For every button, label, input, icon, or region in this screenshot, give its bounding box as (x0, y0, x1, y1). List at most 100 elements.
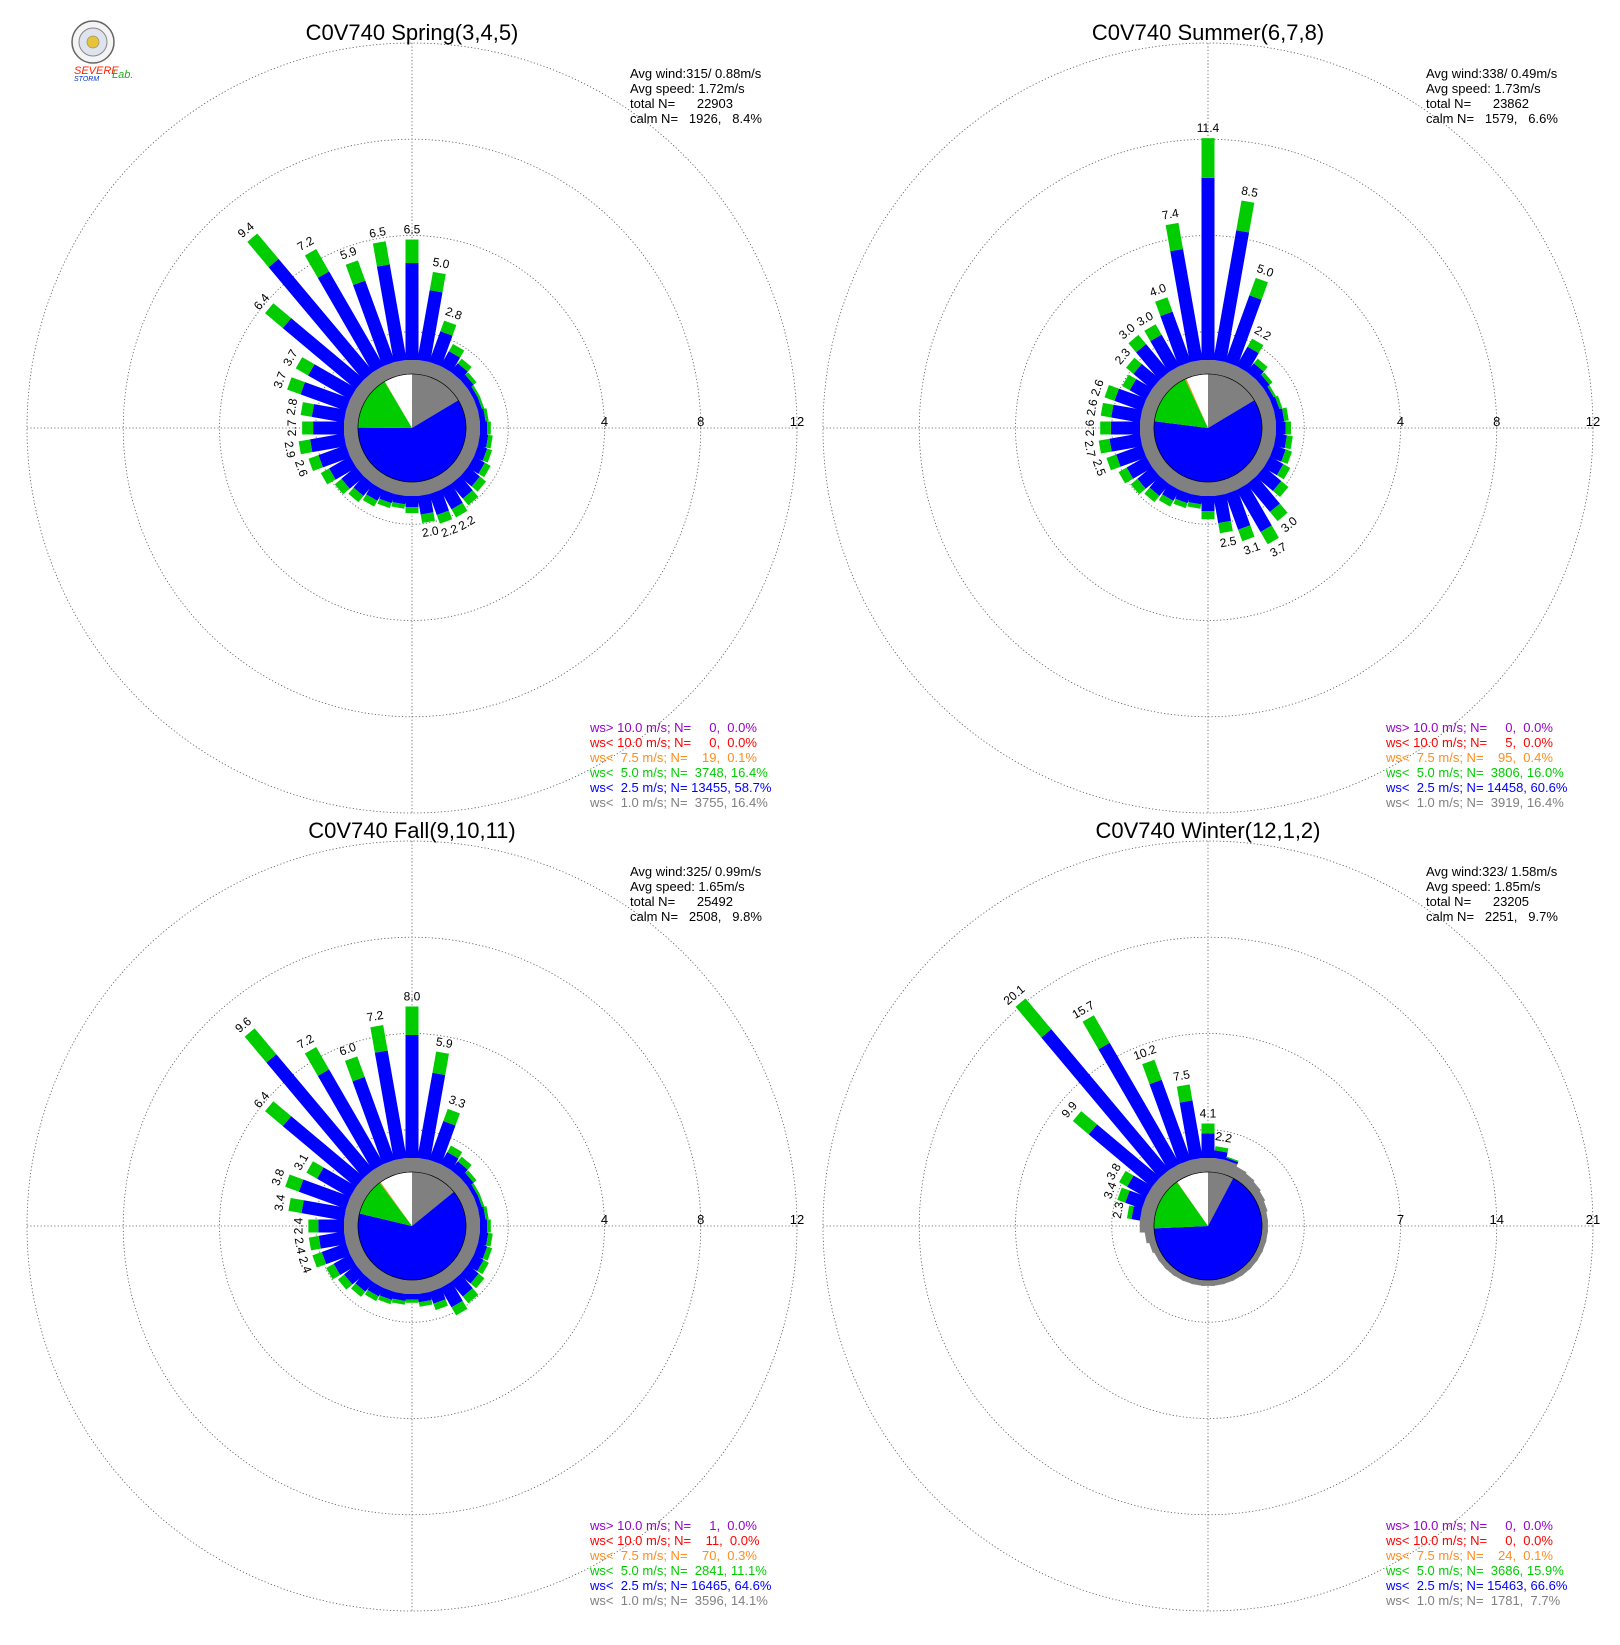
bar-value-label: 5.0 (1255, 261, 1276, 280)
bar-segment-gray (1190, 1158, 1205, 1174)
bar-segment-green (487, 422, 491, 435)
legend-entry: ws< 10.0 m/s; N= 0, 0.0% (1385, 1533, 1553, 1548)
bar-segment-green (406, 240, 419, 264)
legend-entry: ws< 10.0 m/s; N= 5, 0.0% (1385, 735, 1553, 750)
ring-label: 12 (790, 1212, 804, 1227)
bar-segment-blue (1202, 1133, 1215, 1158)
stats-line: total N= 22903 (630, 96, 733, 111)
stats-line: total N= 23862 (1426, 96, 1529, 111)
bar-segment-blue (406, 1035, 419, 1158)
bar-segment-gray (394, 1158, 409, 1174)
bar-value-label: 5.9 (338, 244, 359, 263)
bar-segment-green (346, 260, 366, 285)
stats-line: Avg speed: 1.85m/s (1426, 879, 1541, 894)
legend-entry: ws< 2.5 m/s; N= 13455, 58.7% (589, 780, 772, 795)
bar-segment-green (1236, 201, 1254, 233)
legend-entry: ws< 1.0 m/s; N= 1781, 7.7% (1385, 1593, 1561, 1608)
logo-text-lab: Lab. (112, 69, 133, 81)
bar-value-label: 3.8 (269, 1167, 288, 1188)
stats-line: Avg speed: 1.73m/s (1426, 81, 1541, 96)
bar-segment-blue (480, 422, 487, 435)
bar-value-label: 2.4 (292, 1236, 309, 1255)
bar-value-label: 4.0 (1148, 281, 1169, 300)
legend-entry: ws< 5.0 m/s; N= 3806, 16.0% (1385, 765, 1564, 780)
bar-value-label: 6.5 (368, 224, 387, 241)
bar-segment-blue (1202, 178, 1215, 360)
bar-segment-green (1166, 223, 1183, 251)
bar-segment-green (1142, 1060, 1161, 1084)
legend-entry: ws< 7.5 m/s; N= 19, 0.1% (589, 750, 757, 765)
legend-entry: ws< 1.0 m/s; N= 3596, 14.1% (589, 1593, 768, 1608)
bar-value-label: 8.0 (404, 990, 421, 1004)
bar-segment-blue (406, 263, 419, 360)
stats-line: Avg wind:315/ 0.88m/s (630, 66, 762, 81)
stats-line: calm N= 1579, 6.6% (1426, 111, 1558, 126)
legend-entry: ws< 7.5 m/s; N= 95, 0.4% (1385, 750, 1553, 765)
legend-entry: ws> 10.0 m/s; N= 0, 0.0% (589, 720, 757, 735)
bar-value-label: 2.2 (1214, 1129, 1233, 1146)
bar-segment-green (1177, 1084, 1193, 1102)
bar-segment-blue (318, 1220, 344, 1233)
stats-line: calm N= 2251, 9.7% (1426, 909, 1558, 924)
bar-segment-green (301, 402, 314, 417)
bar-segment-blue (1202, 496, 1215, 511)
bar-segment-gray (394, 360, 409, 376)
bar-segment-green (247, 233, 278, 267)
legend-entry: ws< 7.5 m/s; N= 24, 0.1% (1385, 1548, 1553, 1563)
ring-label: 4 (601, 414, 608, 429)
bar-segment-blue (1111, 422, 1140, 435)
bar-value-label: 8.5 (1240, 183, 1259, 200)
ring-label: 8 (697, 1212, 704, 1227)
bar-value-label: 2.9 (282, 440, 299, 459)
bar-value-label: 2.8 (284, 397, 301, 416)
bar-segment-green (1202, 1124, 1215, 1134)
bar-segment-green (432, 1051, 449, 1074)
bar-value-label: 2.4 (291, 1217, 305, 1234)
legend-entry: ws< 2.5 m/s; N= 16465, 64.6% (589, 1578, 772, 1593)
bar-value-label: 2.7 (285, 419, 299, 436)
bar-value-label: 3.4 (271, 1193, 288, 1212)
bar-segment-green (308, 1220, 318, 1233)
bar-segment-green (1101, 403, 1114, 418)
bar-segment-blue (406, 496, 419, 507)
bar-segment-green (406, 1300, 419, 1303)
legend-entry: ws< 10.0 m/s; N= 11, 0.0% (589, 1533, 760, 1548)
bar-value-label: 2.3 (1110, 1200, 1127, 1219)
bar-value-label: 2.8 (443, 304, 464, 323)
ring-label: 12 (790, 414, 804, 429)
direction-bar (1202, 138, 1215, 374)
legend-entry: ws< 1.0 m/s; N= 3755, 16.4% (589, 795, 768, 810)
direction-bar (406, 1007, 419, 1173)
bar-segment-green (406, 507, 419, 513)
ring-label: 8 (697, 414, 704, 429)
bar-value-label: 6.5 (404, 223, 421, 237)
bar-segment-green (299, 439, 313, 454)
legend-entry: ws< 5.0 m/s; N= 3748, 16.4% (589, 765, 768, 780)
bar-segment-green (245, 1028, 277, 1062)
ring-label: 14 (1490, 1212, 1504, 1227)
bar-value-label: 2.6 (1084, 398, 1101, 417)
bar-value-label: 3.1 (1242, 539, 1263, 558)
legend-entry: ws< 5.0 m/s; N= 2841, 11.1% (589, 1563, 767, 1578)
logo-text-storm: STORM (74, 76, 99, 83)
bar-value-label: 2.5 (1090, 457, 1109, 478)
bar-segment-blue (480, 1220, 487, 1233)
bar-segment-green (430, 272, 446, 293)
bar-value-label: 3.3 (447, 1092, 468, 1111)
stats-line: calm N= 2508, 9.8% (630, 909, 762, 924)
bar-value-label: 2.6 (1088, 377, 1107, 398)
panel-title: C0V740 Summer(6,7,8) (1092, 20, 1324, 45)
severe-storm-lab-logo: SEVERE STORM Lab. (72, 21, 133, 83)
panel-title: C0V740 Fall(9,10,11) (308, 818, 516, 843)
ring-label: 7 (1397, 1212, 1404, 1227)
ring-label: 8 (1493, 414, 1500, 429)
bar-segment-green (373, 241, 390, 266)
legend-entry: ws> 10.0 m/s; N= 1, 0.0% (589, 1518, 757, 1533)
ring-label: 4 (601, 1212, 608, 1227)
stats-line: calm N= 1926, 8.4% (630, 111, 762, 126)
stats-line: total N= 25492 (630, 894, 733, 909)
bar-value-label: 3.7 (271, 369, 290, 390)
